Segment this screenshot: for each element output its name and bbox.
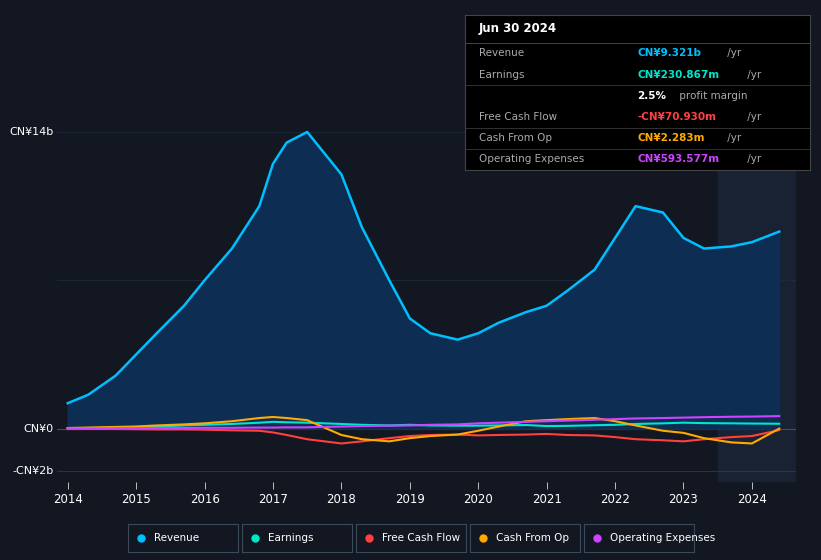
Text: CN¥2.283m: CN¥2.283m	[637, 133, 705, 143]
Text: Jun 30 2024: Jun 30 2024	[479, 22, 557, 35]
Text: /yr: /yr	[724, 49, 741, 58]
Text: CN¥0: CN¥0	[24, 423, 54, 433]
Text: Operating Expenses: Operating Expenses	[610, 533, 715, 543]
Text: Free Cash Flow: Free Cash Flow	[382, 533, 460, 543]
Text: /yr: /yr	[744, 155, 761, 165]
Text: 2.5%: 2.5%	[637, 91, 667, 101]
Text: CN¥14b: CN¥14b	[10, 127, 54, 137]
Text: Earnings: Earnings	[268, 533, 314, 543]
Text: -CN¥70.930m: -CN¥70.930m	[637, 112, 717, 122]
Text: Cash From Op: Cash From Op	[496, 533, 569, 543]
Text: Revenue: Revenue	[479, 49, 524, 58]
Text: Cash From Op: Cash From Op	[479, 133, 552, 143]
Text: CN¥230.867m: CN¥230.867m	[637, 69, 720, 80]
Text: Operating Expenses: Operating Expenses	[479, 155, 584, 165]
Text: profit margin: profit margin	[677, 91, 748, 101]
Text: /yr: /yr	[744, 69, 761, 80]
Text: Revenue: Revenue	[154, 533, 199, 543]
Text: -CN¥2b: -CN¥2b	[12, 466, 54, 476]
Bar	[718, 90, 796, 482]
Text: CN¥593.577m: CN¥593.577m	[637, 155, 720, 165]
Text: /yr: /yr	[724, 133, 741, 143]
Text: CN¥9.321b: CN¥9.321b	[637, 49, 701, 58]
Text: Free Cash Flow: Free Cash Flow	[479, 112, 557, 122]
Text: /yr: /yr	[744, 112, 761, 122]
Text: Earnings: Earnings	[479, 69, 525, 80]
